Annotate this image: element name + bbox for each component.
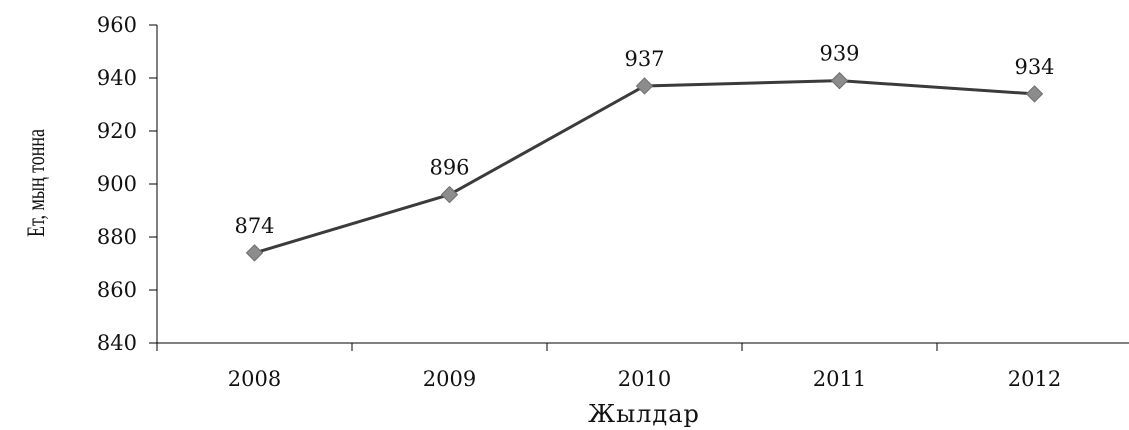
y-axis-title: Ет, мың тонна: [22, 129, 50, 237]
y-tick-label: 960: [97, 13, 137, 37]
series-group: 874 896 937 939 934: [234, 42, 1055, 262]
data-label: 896: [429, 156, 469, 180]
y-tick-label: 920: [97, 119, 137, 143]
y-tick-label: 900: [97, 172, 137, 196]
data-label: 934: [1014, 55, 1054, 79]
data-label: 939: [819, 42, 859, 66]
x-axis-ticks: 2008 2009 2010 2011 2012: [156, 343, 1061, 391]
x-tick-label: 2008: [228, 367, 281, 391]
data-point-marker: [440, 185, 459, 204]
data-point-marker: [245, 244, 264, 262]
data-label: 937: [624, 47, 664, 71]
y-tick-label: 880: [97, 225, 137, 249]
y-tick-label: 940: [97, 66, 137, 90]
series-line: [254, 79, 1035, 255]
x-axis-title: Жылдар: [588, 400, 700, 428]
x-tick-label: 2009: [423, 367, 476, 391]
y-tick-label: 840: [97, 331, 137, 355]
data-point-marker: [635, 77, 654, 95]
x-tick-label: 2010: [618, 367, 671, 391]
data-label: 874: [234, 214, 274, 238]
x-tick-label: 2011: [813, 367, 866, 391]
y-tick-label: 860: [97, 278, 137, 302]
data-point-marker: [1025, 85, 1044, 103]
x-tick-label: 2012: [1008, 367, 1061, 391]
x-axis: 2008 2009 2010 2011 2012: [156, 342, 1129, 391]
y-axis: 840 860 880 900 920 940 960: [97, 13, 158, 355]
y-axis-ticks: 840 860 880 900 920 940 960: [97, 13, 157, 355]
data-point-marker: [830, 71, 849, 90]
